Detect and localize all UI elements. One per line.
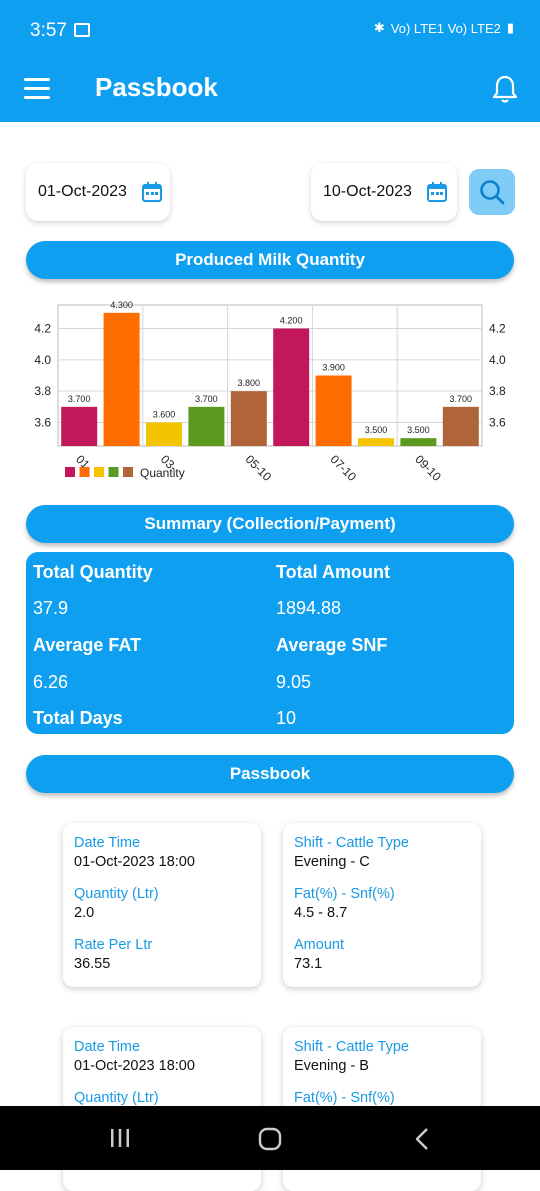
shift-label: Shift - Cattle Type (294, 1039, 409, 1055)
y-tick-label-right: 4.2 (489, 322, 506, 336)
bar (103, 312, 140, 446)
bar-data-label: 4.300 (110, 300, 133, 310)
y-tick-label-left: 3.8 (34, 384, 51, 398)
date-time-label: Date Time (74, 835, 141, 851)
total-days-label: Total Days (33, 708, 123, 728)
bar (400, 438, 437, 446)
home-icon[interactable] (257, 1126, 283, 1152)
calendar-icon[interactable] (141, 181, 163, 203)
bar-data-label: 3.800 (238, 378, 261, 388)
total-days-value: 10 (276, 708, 297, 728)
passbook-section-title: Passbook (26, 755, 514, 793)
legend-swatch (123, 467, 133, 477)
signal-text: Vo) LTE1 Vo) LTE2 (390, 20, 501, 36)
y-tick-label-right: 4.0 (489, 353, 506, 367)
x-tick-label: 05-10 (243, 452, 275, 484)
amount-value: 73.1 (294, 956, 323, 972)
app-bar: Passbook (0, 60, 540, 122)
bar (230, 391, 267, 446)
entry-card-left[interactable]: Date Time 01-Oct-2023 18:00 Quantity (Lt… (63, 823, 261, 987)
y-tick-label-left: 3.6 (34, 416, 51, 430)
bar (273, 328, 310, 446)
total-amount-label: Total Amount (276, 562, 390, 582)
bar (358, 438, 394, 446)
legend-swatch (79, 467, 90, 477)
y-tick-label-right: 3.6 (489, 416, 506, 430)
search-button[interactable] (469, 169, 515, 215)
date-time-value: 01-Oct-2023 18:00 (74, 854, 195, 870)
gallery-icon (74, 23, 90, 37)
y-tick-label-right: 3.8 (489, 384, 506, 398)
average-fat-value: 6.26 (33, 672, 69, 692)
to-date-value: 10-Oct-2023 (323, 183, 412, 200)
bar-data-label: 3.600 (153, 410, 176, 420)
x-tick-label: 09-10 (412, 452, 444, 484)
average-snf-value: 9.05 (276, 672, 312, 692)
summary-panel: Total Quantity Total Amount 37.9 1894.88… (26, 552, 514, 734)
bar (61, 406, 98, 446)
bar (442, 406, 479, 446)
bar-data-label: 3.500 (365, 425, 388, 435)
shift-value: Evening - C (294, 854, 370, 870)
quantity-label: Quantity (Ltr) (74, 886, 159, 902)
quantity-label: Quantity (Ltr) (74, 1090, 159, 1106)
rate-label: Rate Per Ltr (74, 937, 153, 953)
total-quantity-value: 37.9 (33, 598, 69, 618)
from-date-field[interactable]: 01-Oct-2023 (26, 163, 170, 221)
plot-frame (57, 304, 483, 447)
to-date-field[interactable]: 10-Oct-2023 (311, 163, 457, 221)
legend-label: Quantity (140, 466, 185, 480)
recent-apps-icon[interactable] (108, 1126, 132, 1150)
average-fat-label: Average FAT (33, 635, 142, 655)
date-time-label: Date Time (74, 1039, 141, 1055)
page-title: Passbook (95, 72, 218, 102)
x-tick-label: 07-10 (327, 452, 359, 484)
back-icon[interactable] (410, 1126, 434, 1152)
bar-data-label: 3.700 (68, 394, 91, 404)
system-nav-bar (0, 1106, 540, 1170)
status-bar: 3:57 ✱ Vo) LTE1 Vo) LTE2 ▮ (0, 0, 540, 60)
amount-label: Amount (294, 937, 344, 953)
menu-icon[interactable] (24, 78, 50, 100)
search-icon (480, 180, 505, 205)
date-time-value: 01-Oct-2023 18:00 (74, 1058, 195, 1074)
shift-label: Shift - Cattle Type (294, 835, 409, 851)
bar (188, 406, 225, 446)
status-time: 3:57 (30, 20, 67, 41)
total-quantity-label: Total Quantity (33, 562, 153, 582)
bluetooth-icon: ✱ (373, 20, 385, 35)
y-tick-label-left: 4.0 (34, 353, 51, 367)
fat-snf-label: Fat(%) - Snf(%) (294, 886, 395, 902)
bar-data-label: 3.500 (407, 425, 430, 435)
milk-quantity-chart: 3.6 3.6 3.8 3.8 4.0 4.0 4.2 4.2 3.700 4.300 3.600 3… (34, 300, 506, 484)
rate-value: 36.55 (74, 956, 111, 972)
status-icons: ✱ Vo) LTE1 Vo) LTE2 ▮ (374, 20, 514, 36)
y-tick-label-left: 4.2 (34, 322, 51, 336)
fat-snf-label: Fat(%) - Snf(%) (294, 1090, 395, 1106)
entry-card-right[interactable]: Shift - Cattle Type Evening - C Fat(%) -… (283, 823, 481, 987)
bar (315, 375, 352, 446)
legend-swatch (94, 467, 104, 477)
bar (146, 422, 182, 446)
bar-data-label: 4.200 (280, 316, 303, 326)
bar-data-label: 3.700 (450, 394, 473, 404)
legend-swatch (108, 467, 119, 477)
battery-icon: ▮ (506, 20, 514, 35)
quantity-value: 2.0 (74, 905, 95, 921)
fat-snf-value: 4.5 - 8.7 (294, 905, 348, 921)
calendar-icon[interactable] (426, 181, 448, 203)
shift-value: Evening - B (294, 1058, 369, 1074)
bar-data-label: 3.700 (195, 394, 218, 404)
legend-swatch (65, 467, 75, 477)
bar-data-label: 3.900 (322, 363, 345, 373)
total-amount-value: 1894.88 (276, 598, 342, 618)
chart-section-title: Produced Milk Quantity (26, 241, 514, 279)
from-date-value: 01-Oct-2023 (38, 183, 127, 200)
bell-icon[interactable] (492, 74, 518, 104)
average-snf-label: Average SNF (276, 635, 388, 655)
summary-section-title: Summary (Collection/Payment) (26, 505, 514, 543)
